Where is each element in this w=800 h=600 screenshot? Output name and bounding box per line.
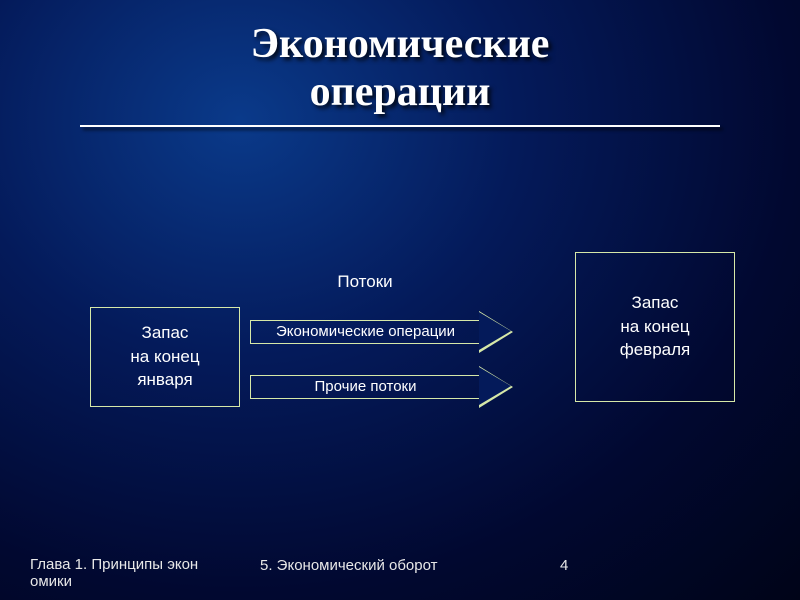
arrow-top-label: Экономические операции: [250, 320, 480, 344]
box-left-line1: Запас: [142, 323, 189, 342]
stock-february-box: Запас на конец февраля: [575, 252, 735, 402]
box-right-line2: на конец: [620, 317, 689, 336]
slide-footer: Глава 1. Принципы экон омики 5. Экономич…: [30, 557, 770, 590]
title-line-2: операции: [310, 69, 491, 115]
footer-page-number: 4: [560, 557, 620, 590]
stock-january-box: Запас на конец января: [90, 307, 240, 407]
arrow-other-flows: Прочие потоки: [250, 367, 515, 407]
arrow-head-icon: [479, 311, 513, 353]
box-right-line3: февраля: [620, 340, 691, 359]
footer-section: 5. Экономический оборот: [260, 557, 560, 590]
arrow-bottom-label: Прочие потоки: [250, 375, 480, 399]
box-left-line3: января: [137, 370, 192, 389]
slide-title: Экономические операции: [0, 0, 800, 117]
flows-label: Потоки: [250, 272, 480, 292]
flow-diagram: Запас на конец января Запас на конец фев…: [0, 157, 800, 527]
footer-left-line1: Глава 1. Принципы экон: [30, 556, 198, 573]
footer-left-line2: омики: [30, 573, 72, 590]
box-right-line1: Запас: [632, 293, 679, 312]
box-left-line2: на конец: [130, 347, 199, 366]
title-line-1: Экономические: [251, 21, 550, 67]
footer-chapter: Глава 1. Принципы экон омики: [30, 557, 260, 590]
title-underline: [80, 125, 720, 127]
arrow-economic-operations: Экономические операции: [250, 312, 515, 352]
arrow-head-icon: [479, 366, 513, 408]
